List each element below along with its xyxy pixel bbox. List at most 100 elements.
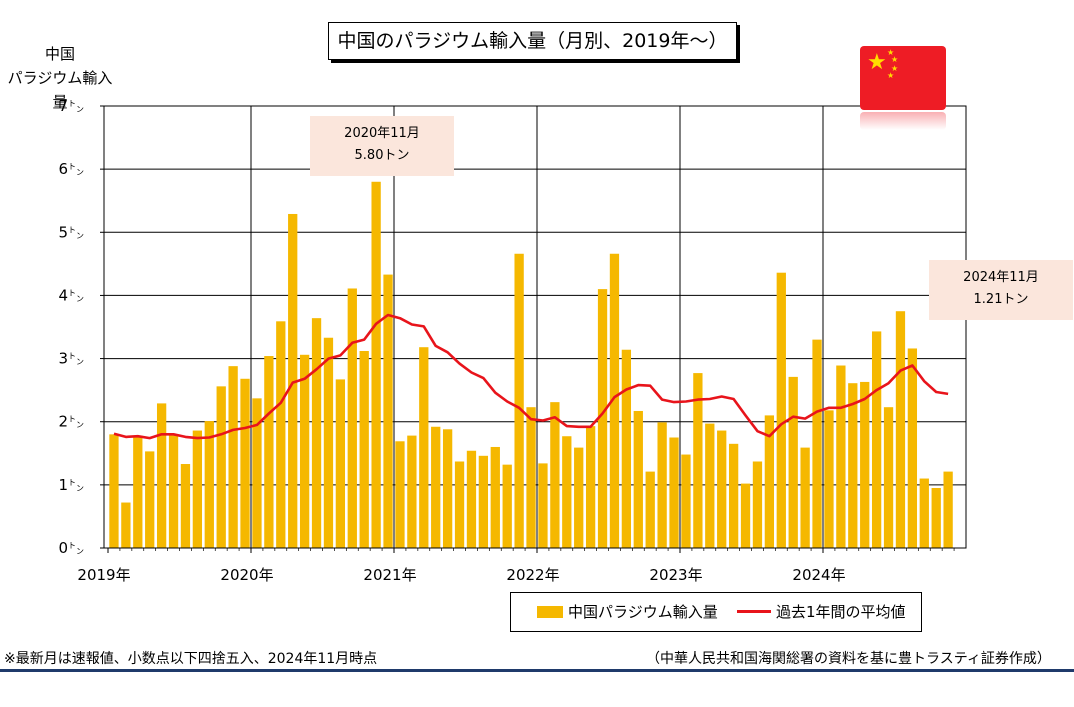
latest-callout: 2024年11月 1.21トン [929, 260, 1073, 320]
bar [359, 350, 369, 548]
bar [121, 502, 131, 548]
legend-line-swatch [737, 610, 771, 613]
y-tick-label: 0トン [58, 539, 84, 557]
bar [860, 381, 870, 548]
bar [812, 339, 822, 548]
bar [168, 434, 179, 548]
bar [192, 430, 203, 548]
x-tick-label: 2019年 [77, 566, 130, 584]
bar [216, 386, 226, 548]
bar [645, 471, 655, 548]
flag-small-star-icon: ★ [887, 48, 895, 57]
latest-callout-date: 2024年11月 [963, 270, 1039, 285]
bar [454, 461, 465, 548]
bar [299, 354, 310, 548]
chart-legend: 中国パラジウム輸入量 過去1年間の平均値 [510, 592, 922, 632]
y-tick-label: 1トン [58, 476, 84, 494]
bar [335, 379, 346, 548]
bar [776, 272, 786, 548]
bar [252, 398, 262, 548]
flag-small-star-icon: ★ [891, 64, 899, 73]
bottom-rule [0, 669, 1074, 672]
bar [145, 451, 155, 548]
plot-border [103, 105, 967, 549]
bar [800, 447, 810, 548]
bar [943, 471, 953, 548]
bar [848, 383, 858, 548]
chart-title: 中国のパラジウム輸入量（月別、2019年～） [328, 22, 737, 60]
bar [431, 426, 441, 548]
series-line-moving-average [113, 313, 949, 440]
bar [621, 349, 632, 548]
bar [585, 426, 596, 548]
bar [788, 376, 798, 548]
bar [156, 403, 167, 548]
bar [442, 429, 453, 548]
x-tick-label: 2020年 [220, 566, 273, 584]
bar [633, 410, 643, 548]
x-tick-label: 2024年 [792, 566, 845, 584]
bar [895, 311, 906, 548]
bar [514, 253, 524, 549]
bar [931, 488, 941, 548]
bar [109, 434, 119, 548]
bar [204, 421, 214, 548]
bar [752, 461, 763, 548]
source-note: （中華人民共和国海関総署の資料を基に豊トラスティ証券作成） [646, 651, 1051, 667]
bar [669, 437, 679, 548]
y-axis-title-line1: 中国 [44, 45, 75, 63]
y-tick-label: 5トン [58, 223, 84, 241]
y-tick-label: 3トン [58, 350, 84, 368]
bar [609, 253, 620, 549]
bar [919, 478, 929, 548]
bar [228, 366, 238, 548]
x-tick-label: 2021年 [363, 566, 416, 584]
legend-item-imports: 中国パラジウム輸入量 [537, 602, 718, 622]
legend-bar-label: 中国パラジウム輸入量 [568, 603, 718, 621]
y-axis-title-line2: パラジウム輸入量 [7, 69, 113, 111]
bar [728, 443, 739, 548]
bar [693, 373, 703, 548]
bar [883, 407, 894, 548]
bar [657, 422, 667, 548]
bar [836, 365, 846, 548]
x-tick-label: 2022年 [506, 566, 559, 584]
bar [276, 321, 286, 548]
bar [133, 435, 143, 548]
footnote: ※最新月は速報値、小数点以下四捨五入、2024年11月時点 [4, 651, 378, 667]
bar [240, 378, 250, 548]
bar [311, 318, 322, 548]
bar [478, 455, 489, 548]
x-tick-label: 2023年 [649, 566, 702, 584]
bar [764, 415, 775, 548]
y-axis-title: 中国 パラジウム輸入量 [4, 42, 116, 114]
legend-item-average: 過去1年間の平均値 [737, 602, 906, 622]
y-tick-label: 4トン [58, 286, 84, 304]
bar [466, 450, 477, 548]
peak-callout-date: 2020年11月 [344, 126, 420, 141]
flag-big-star-icon: ★ [867, 50, 887, 75]
bar [824, 410, 834, 548]
bar [526, 407, 536, 548]
bar [740, 483, 751, 548]
bar [538, 463, 548, 548]
legend-line-label: 過去1年間の平均値 [776, 603, 906, 621]
bar [395, 441, 405, 548]
bar [347, 288, 357, 548]
flag-small-star-icon: ★ [891, 55, 899, 64]
bar [871, 331, 882, 548]
flag-small-star-icon: ★ [887, 71, 895, 80]
peak-callout: 2020年11月 5.80トン [310, 116, 454, 176]
bar [907, 348, 918, 548]
bar [502, 464, 512, 548]
bar [562, 436, 572, 548]
bar [681, 454, 691, 548]
flag-reflection [860, 112, 946, 130]
bar [597, 289, 608, 548]
y-tick-label: 6トン [58, 160, 84, 178]
bar [288, 213, 298, 548]
bar [323, 337, 334, 548]
bar [705, 423, 715, 548]
bar [180, 464, 191, 548]
